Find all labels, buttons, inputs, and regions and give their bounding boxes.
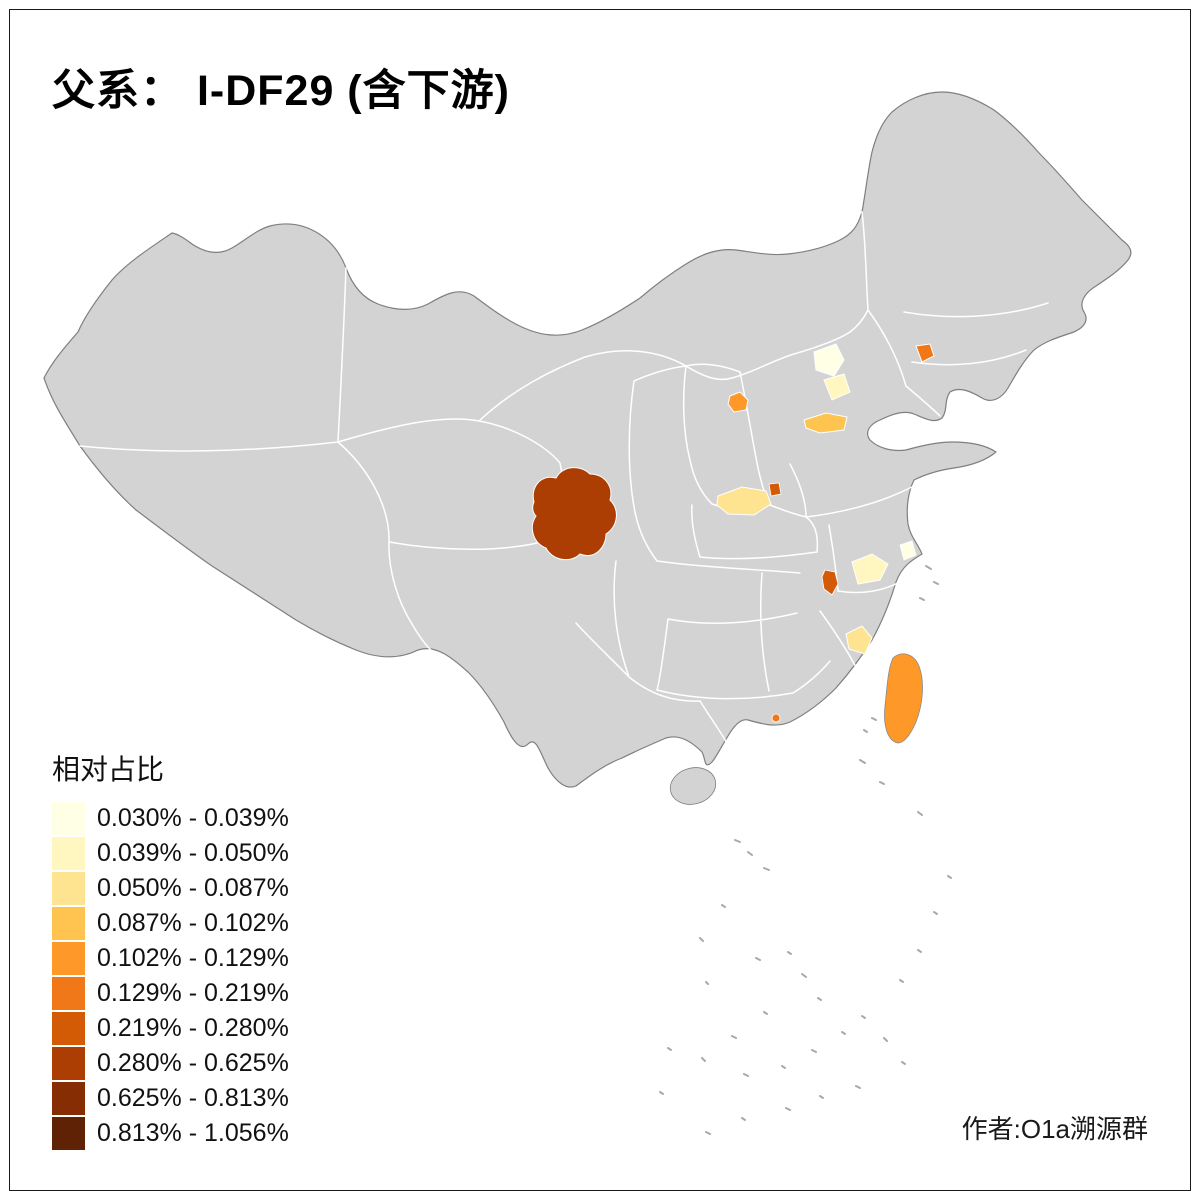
region-anhui-spot (821, 569, 839, 596)
hainan-island (669, 767, 717, 805)
legend-class-label: 0.050% - 0.087% (97, 874, 289, 902)
region-shanxi-spot (727, 391, 749, 413)
region-beijing-southeast (823, 373, 851, 401)
legend-swatch (52, 1047, 85, 1080)
legend-class-row: 0.102% - 0.129% (52, 942, 289, 975)
region-jiangsu-patch (851, 553, 889, 585)
legend-swatch (52, 837, 85, 870)
legend-class-row: 0.039% - 0.050% (52, 837, 289, 870)
mainland-group (43, 91, 1132, 788)
legend-classes: 0.030% - 0.039% 0.039% - 0.050% 0.050% - 0… (52, 802, 289, 1150)
region-henan-patch (716, 486, 772, 516)
mainland-outline (43, 91, 1132, 788)
region-hongkong-dot (771, 713, 781, 723)
legend-class-label: 0.625% - 0.813% (97, 1084, 289, 1112)
legend-swatch (52, 872, 85, 905)
legend-class-row: 0.219% - 0.280% (52, 1012, 289, 1045)
legend-title: 相对占比 (52, 754, 165, 785)
south-china-sea-islets (659, 565, 952, 1135)
islands-group (659, 565, 952, 1135)
legend-class-label: 0.219% - 0.280% (97, 1014, 289, 1042)
legend-class-row: 0.050% - 0.087% (52, 872, 289, 905)
legend: 相对占比 0.030% - 0.039% 0.039% - 0.050% 0.050… (52, 748, 289, 1150)
legend-swatch (52, 1012, 85, 1045)
region-taiwan (884, 653, 923, 744)
region-fujian-coast-patch (845, 625, 873, 655)
legend-class-label: 0.813% - 1.056% (97, 1119, 289, 1147)
legend-class-label: 0.129% - 0.219% (97, 979, 289, 1007)
legend-class-label: 0.039% - 0.050% (97, 839, 289, 867)
legend-swatch (52, 907, 85, 940)
region-henan-east-dot (768, 482, 782, 497)
region-shanghai-patch (899, 540, 917, 561)
region-beijing-north (813, 343, 845, 377)
legend-class-label: 0.280% - 0.625% (97, 1049, 289, 1077)
legend-swatch (52, 1117, 85, 1150)
legend-class-label: 0.087% - 0.102% (97, 909, 289, 937)
plot-title: 父系： I-DF29 (含下游) (52, 67, 510, 115)
legend-swatch (52, 802, 85, 835)
legend-class-row: 0.813% - 1.056% (52, 1117, 289, 1150)
colored-regions-group (531, 343, 935, 723)
legend-swatch (52, 1082, 85, 1115)
region-liaoning-spot (915, 343, 935, 363)
legend-swatch (52, 977, 85, 1010)
legend-class-row: 0.625% - 0.813% (52, 1082, 289, 1115)
legend-class-label: 0.102% - 0.129% (97, 944, 289, 972)
author-credit: 作者:O1a溯源群 (961, 1114, 1148, 1144)
legend-class-row: 0.030% - 0.039% (52, 802, 289, 835)
legend-class-row: 0.280% - 0.625% (52, 1047, 289, 1080)
legend-class-label: 0.030% - 0.039% (97, 804, 289, 832)
region-sichuan-west (531, 467, 617, 561)
legend-class-row: 0.129% - 0.219% (52, 977, 289, 1010)
legend-swatch (52, 942, 85, 975)
legend-class-row: 0.087% - 0.102% (52, 907, 289, 940)
region-south-hebei-patch (803, 412, 848, 434)
